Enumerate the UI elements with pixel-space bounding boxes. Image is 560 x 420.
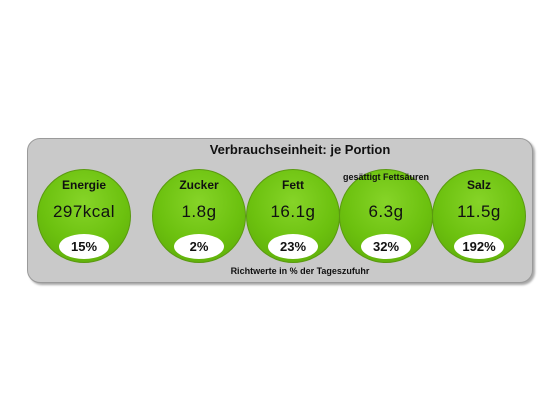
nutrient-value: 16.1g xyxy=(270,202,316,221)
nutrient-label: gesättigt Fettsäuren xyxy=(342,172,429,182)
daily-intake-footnote: Richtwerte in % der Tageszufuhr xyxy=(230,266,370,276)
nutrient-value: 6.3g xyxy=(368,202,404,221)
nutrient-value: 297kcal xyxy=(52,202,116,221)
nutrient-label: Zucker xyxy=(179,178,219,192)
nutrient-percent: 32% xyxy=(361,234,411,259)
nutrient-percent: 192% xyxy=(454,234,504,259)
nutrient-percent: 23% xyxy=(268,234,318,259)
nutrient-circle-energy: Energie 297kcal 15% xyxy=(37,169,131,263)
nutrient-label: Fett xyxy=(282,178,304,192)
nutrient-percent: 2% xyxy=(174,234,224,259)
nutrient-value: 11.5g xyxy=(457,202,501,221)
serving-unit-heading: Verbrauchseinheit: je Portion xyxy=(209,142,391,157)
nutrient-label: Energie xyxy=(61,178,106,192)
nutrient-percent: 15% xyxy=(59,234,109,259)
nutrient-value: 1.8g xyxy=(181,202,217,221)
nutrient-circle-saturated-fat: gesättigt Fettsäuren 6.3g 32% xyxy=(339,169,433,263)
nutrient-label: Salz xyxy=(466,178,491,192)
nutrient-circle-fat: Fett 16.1g 23% xyxy=(246,169,340,263)
nutrient-circle-sugar: Zucker 1.8g 2% xyxy=(152,169,246,263)
nutrient-circle-salt: Salz 11.5g 192% xyxy=(432,169,526,263)
nutrition-panel: Verbrauchseinheit: je Portion Energie 29… xyxy=(27,138,533,283)
